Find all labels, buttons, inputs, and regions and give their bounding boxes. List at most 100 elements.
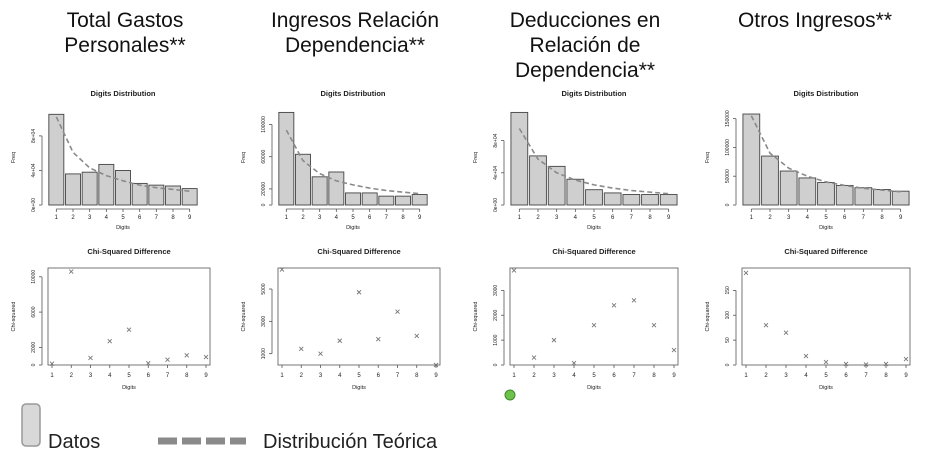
- y-tick-label: 100: [725, 311, 731, 320]
- y-tick-label: 0: [725, 363, 731, 366]
- theory-curve: [750, 115, 901, 193]
- green-dot-icon: [504, 389, 516, 401]
- x-tick-label: 1: [518, 215, 522, 221]
- x-tick-label: 4: [105, 215, 109, 221]
- x-tick-label: 9: [672, 373, 676, 379]
- bar: [48, 113, 65, 206]
- chi-point: [631, 298, 637, 303]
- x-tick-label: 3: [555, 215, 559, 221]
- x-tick-label: 1: [55, 215, 59, 221]
- chi-point: [337, 338, 343, 344]
- bar: [115, 170, 131, 206]
- x-axis-label: Digits: [587, 225, 601, 231]
- x-tick-label: 9: [188, 215, 192, 221]
- x-tick-label: 9: [899, 215, 903, 221]
- x-tick-label: 3: [319, 373, 323, 379]
- bar: [510, 111, 529, 206]
- x-axis-label: Digits: [819, 385, 833, 391]
- y-tick-label: 3000: [261, 316, 267, 327]
- y-tick-label: 100000: [725, 139, 731, 156]
- chart-title: Digits Distribution: [562, 89, 627, 98]
- x-tick-label: 8: [880, 215, 884, 221]
- chi-point: [903, 356, 909, 362]
- x-tick-label: 2: [301, 215, 305, 221]
- x-tick-label: 7: [166, 373, 170, 379]
- y-axis-label: Chi-squared: [473, 302, 479, 332]
- x-tick-label: 1: [512, 373, 516, 379]
- x-tick-label: 6: [844, 373, 848, 379]
- chi-point: [356, 289, 362, 295]
- bar: [529, 155, 547, 206]
- x-tick-label: 8: [884, 373, 888, 379]
- chi-point: [88, 355, 93, 361]
- bar: [817, 182, 835, 206]
- x-tick-label: 5: [592, 215, 596, 221]
- bar: [622, 194, 641, 206]
- x-tick-label: 1: [285, 215, 289, 221]
- x-tick-label: 2: [532, 373, 536, 379]
- y-tick-label: 100000: [261, 116, 267, 133]
- bar: [566, 178, 585, 206]
- y-tick-label: 8e+04: [31, 129, 37, 143]
- x-tick-label: 5: [127, 373, 131, 379]
- x-tick-label: 4: [335, 215, 339, 221]
- bar: [278, 111, 295, 206]
- panel-title-3: Deducciones en Relación de Dependencia**: [509, 9, 661, 82]
- x-tick-label: 4: [574, 215, 578, 221]
- y-axis-label: Chi-squared: [241, 302, 247, 332]
- x-tick-label: 2: [300, 373, 304, 379]
- chi-point: [203, 354, 209, 360]
- chi-point: [126, 327, 132, 333]
- bar: [181, 188, 198, 206]
- y-axis-label: Chi-squared: [11, 302, 17, 332]
- y-tick-label: 2000: [493, 309, 499, 320]
- x-tick-label: 6: [147, 373, 151, 379]
- x-tick-label: 5: [357, 373, 361, 379]
- bar: [131, 182, 148, 206]
- bar: [311, 176, 328, 206]
- x-tick-label: 4: [806, 215, 810, 221]
- x-axis-label: Digits: [352, 385, 366, 391]
- y-tick-label: 150: [725, 286, 731, 295]
- chi-point: [68, 269, 74, 274]
- chi-point: [611, 302, 617, 308]
- chi-point: [823, 359, 829, 365]
- y-axis-label: Freq: [473, 152, 479, 163]
- legend-dashed-line-icon: [158, 437, 246, 445]
- bar: [873, 189, 891, 206]
- y-axis-label: Freq: [11, 152, 17, 163]
- x-tick-label: 9: [667, 215, 671, 221]
- y-tick-label: 0: [31, 363, 37, 366]
- chart-title: Digits Distribution: [321, 89, 386, 98]
- y-tick-label: 0: [493, 363, 499, 366]
- y-tick-label: 0: [725, 203, 731, 206]
- chi-point: [184, 352, 190, 358]
- bar: [641, 194, 659, 206]
- x-axis-label: Digits: [122, 385, 136, 391]
- bar: [779, 170, 798, 206]
- x-tick-label: 2: [764, 373, 768, 379]
- x-tick-label: 9: [418, 215, 422, 221]
- x-tick-label: 3: [89, 373, 93, 379]
- chi-point: [279, 267, 285, 272]
- y-tick-label: 60000: [261, 150, 267, 164]
- x-tick-label: 6: [138, 215, 142, 221]
- y-tick-label: 6000: [31, 306, 37, 317]
- x-tick-label: 4: [108, 373, 112, 379]
- x-tick-label: 9: [904, 373, 908, 379]
- x-tick-label: 1: [744, 373, 748, 379]
- legend-bar-icon: [21, 403, 41, 447]
- y-tick-label: 20000: [261, 182, 267, 196]
- x-tick-label: 8: [401, 215, 405, 221]
- x-tick-label: 4: [338, 373, 342, 379]
- chart-title: Chi-Squared Difference: [87, 247, 170, 256]
- plot-box: [509, 267, 679, 366]
- x-tick-label: 1: [750, 215, 754, 221]
- chi-point: [783, 330, 789, 335]
- y-tick-label: 1000: [261, 348, 267, 359]
- x-tick-label: 2: [70, 373, 74, 379]
- x-tick-label: 5: [592, 373, 596, 379]
- bar: [81, 171, 98, 206]
- bar: [98, 163, 115, 206]
